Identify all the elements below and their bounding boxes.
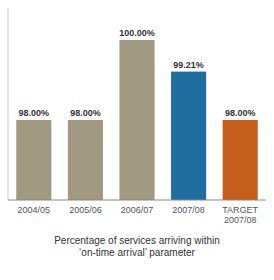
- bar: [119, 40, 154, 200]
- bar: [16, 120, 51, 200]
- chart-container: 98.00% 98.00% 100.00% 99.21% 98.00% 2004/05 20…: [0, 0, 274, 280]
- chart: 98.00% 98.00% 100.00% 99.21% 98.00% 2004/05 20…: [0, 0, 274, 280]
- data-label: 98.00%: [70, 108, 101, 118]
- y-axis-line: [8, 8, 9, 200]
- x-tick-label: 2004/05: [18, 205, 51, 215]
- x-tick-label: 2006/07: [121, 205, 154, 215]
- bars: [16, 40, 257, 200]
- x-tick-label: 2007/08: [172, 205, 205, 215]
- data-label: 100.00%: [119, 28, 155, 38]
- x-tick-label: TARGET2007/08: [222, 205, 258, 225]
- x-tick-label: 2005/06: [69, 205, 102, 215]
- data-label: 98.00%: [225, 108, 256, 118]
- bar: [171, 72, 206, 200]
- bar: [68, 120, 103, 200]
- x-axis-line: [8, 200, 266, 201]
- data-label: 99.21%: [173, 60, 204, 70]
- x-axis-label: Percentage of services arriving within‘o…: [54, 235, 220, 258]
- data-label: 98.00%: [19, 108, 50, 118]
- bar: [223, 120, 258, 200]
